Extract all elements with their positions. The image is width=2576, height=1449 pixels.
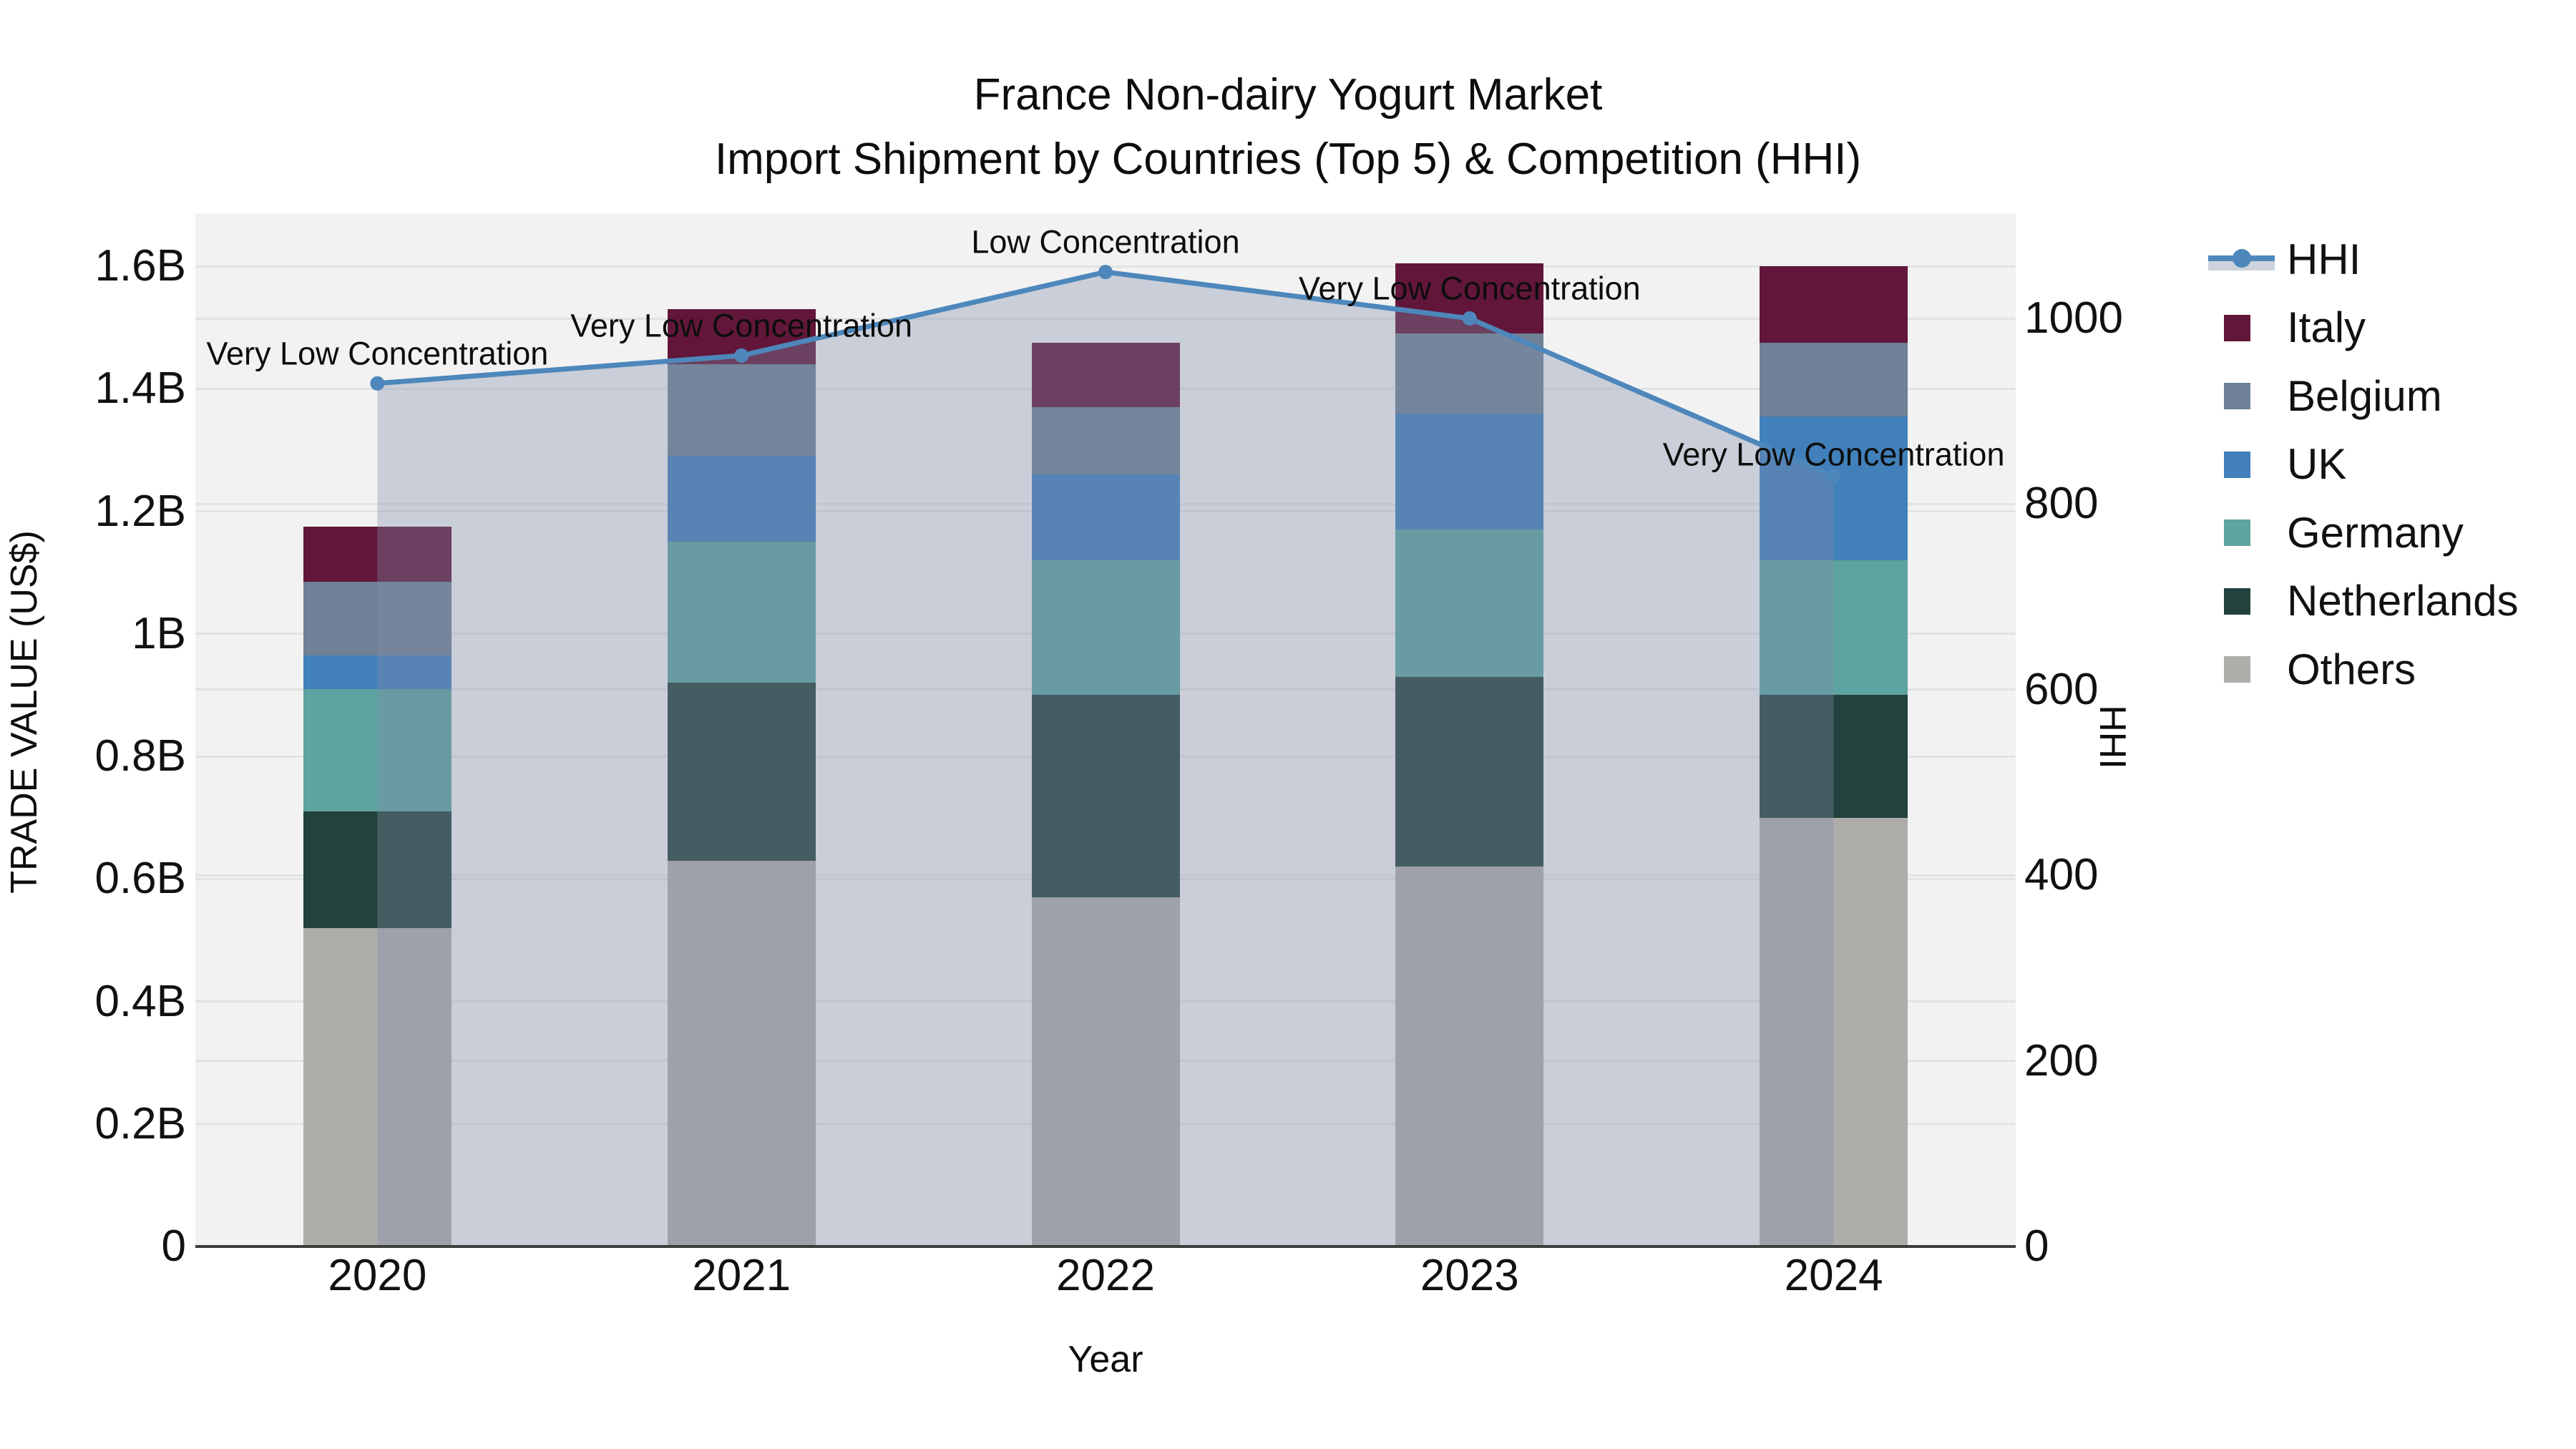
legend-color-swatch-italy — [2224, 314, 2250, 341]
bar-segment-others-2022[interactable] — [1031, 897, 1180, 1246]
annotation-2022: Low Concentration — [971, 223, 1240, 260]
chart-title-line2: Import Shipment by Countries (Top 5) & C… — [714, 135, 1862, 184]
bar-segment-netherlands-2024[interactable] — [1760, 695, 1908, 818]
legend-label-netherlands: Netherlands — [2287, 577, 2519, 625]
bar-segment-italy-2022[interactable] — [1031, 343, 1180, 407]
x-tick-2021: 2021 — [692, 1251, 791, 1300]
legend-label-uk: UK — [2287, 440, 2347, 488]
hhi-marker-2020[interactable] — [370, 376, 385, 391]
bar-segment-others-2023[interactable] — [1395, 867, 1544, 1246]
bar-segment-others-2021[interactable] — [667, 860, 816, 1246]
legend-color-swatch-uk — [2224, 451, 2250, 478]
bar-segment-uk-2023[interactable] — [1395, 413, 1544, 530]
hhi-marker-2022[interactable] — [1098, 265, 1113, 280]
legend-swatch-cell-belgium — [2208, 383, 2275, 409]
bar-segment-germany-2024[interactable] — [1760, 560, 1908, 696]
y-left-tick-1.4B: 1.4B — [94, 364, 186, 414]
bar-segment-others-2024[interactable] — [1760, 817, 1908, 1246]
legend-item-uk[interactable]: UK — [2208, 431, 2346, 499]
hhi-marker-2021[interactable] — [734, 348, 749, 363]
y-right-tick-200: 200 — [2024, 1035, 2099, 1085]
legend-swatch-cell-others — [2208, 656, 2275, 683]
hhi-line-swatch-icon — [2208, 245, 2275, 274]
x-axis-line — [195, 1245, 2016, 1248]
legend-swatch-cell-italy — [2208, 314, 2275, 341]
legend-color-swatch-netherlands — [2224, 587, 2250, 615]
hhi-marker-2023[interactable] — [1462, 311, 1477, 326]
bar-segment-belgium-2020[interactable] — [303, 581, 452, 655]
bar-segment-italy-2024[interactable] — [1760, 266, 1908, 343]
bar-segment-italy-2020[interactable] — [303, 526, 452, 582]
hhi-marker-2024[interactable] — [1826, 469, 1841, 484]
chart-title-line1: France Non-dairy Yogurt Market — [973, 70, 1603, 119]
y-left-tick-1.6B: 1.6B — [94, 241, 186, 291]
y-left-tick-0.8B: 0.8B — [94, 731, 186, 781]
legend-label-hhi: HHI — [2287, 235, 2361, 283]
bar-segment-netherlands-2023[interactable] — [1395, 676, 1544, 867]
y-left-tick-1.2B: 1.2B — [94, 486, 186, 536]
y-right-tick-600: 600 — [2024, 664, 2099, 714]
bar-segment-belgium-2021[interactable] — [667, 364, 816, 457]
bar-segment-uk-2022[interactable] — [1031, 474, 1180, 560]
hhi-area-fill — [377, 272, 1834, 1246]
legend-item-hhi[interactable]: HHI — [2208, 225, 2361, 293]
bar-segment-netherlands-2022[interactable] — [1031, 695, 1180, 897]
legend-swatch-cell-germany — [2208, 519, 2275, 546]
hhi-overlay — [370, 265, 1841, 1246]
annotation-2023: Very Low Concentration — [1298, 270, 1641, 307]
annotation-2021: Very Low Concentration — [570, 307, 913, 344]
bar-segment-netherlands-2021[interactable] — [667, 683, 816, 861]
y-left-axis-title: TRADE VALUE (US$) — [4, 530, 45, 894]
legend-item-others[interactable]: Others — [2208, 635, 2416, 703]
y-right-tick-400: 400 — [2024, 850, 2099, 900]
y-right-axis-title: HHI — [2092, 705, 2133, 769]
bar-segment-germany-2023[interactable] — [1395, 530, 1544, 677]
x-tick-2020: 2020 — [328, 1251, 427, 1300]
y-left-tick-0.4B: 0.4B — [94, 976, 186, 1026]
bar-segment-germany-2020[interactable] — [303, 688, 452, 812]
legend-swatch-cell-hhi — [2208, 245, 2275, 274]
y-right-tick-1000: 1000 — [2024, 293, 2123, 343]
y-left-tick-1B: 1B — [132, 608, 186, 658]
legend-swatch-cell-uk — [2208, 451, 2275, 478]
bar-segment-uk-2024[interactable] — [1760, 416, 1908, 560]
x-tick-2022: 2022 — [1056, 1251, 1155, 1300]
bar-segment-belgium-2022[interactable] — [1031, 406, 1180, 475]
bar-segment-netherlands-2020[interactable] — [303, 811, 452, 928]
legend-label-italy: Italy — [2287, 303, 2366, 351]
y-right-tick-0: 0 — [2024, 1221, 2049, 1271]
annotation-2024: Very Low Concentration — [1662, 436, 2005, 473]
gridline-right-1000 — [195, 317, 2016, 320]
y-right-tick-800: 800 — [2024, 479, 2099, 529]
legend-item-netherlands[interactable]: Netherlands — [2208, 567, 2519, 635]
hhi-marker-swatch — [2232, 248, 2251, 268]
legend-item-belgium[interactable]: Belgium — [2208, 362, 2442, 430]
x-axis-title: Year — [1068, 1339, 1143, 1380]
legend-color-swatch-others — [2224, 656, 2250, 683]
legend-swatch-cell-netherlands — [2208, 587, 2275, 615]
legend-color-swatch-germany — [2224, 519, 2250, 546]
legend-label-germany: Germany — [2287, 508, 2464, 557]
chart-title: France Non-dairy Yogurt Market Import Sh… — [0, 63, 2576, 192]
bar-segment-others-2020[interactable] — [303, 927, 452, 1246]
bar-segment-belgium-2023[interactable] — [1395, 333, 1544, 414]
legend-item-italy[interactable]: Italy — [2208, 294, 2366, 362]
bar-segment-uk-2021[interactable] — [667, 456, 816, 542]
y-left-tick-0.2B: 0.2B — [94, 1098, 186, 1148]
legend-item-germany[interactable]: Germany — [2208, 499, 2464, 567]
x-tick-2024: 2024 — [1784, 1251, 1883, 1300]
bar-segment-uk-2020[interactable] — [303, 655, 452, 689]
x-tick-2023: 2023 — [1420, 1251, 1519, 1300]
legend-label-belgium: Belgium — [2287, 371, 2442, 420]
legend-color-swatch-belgium — [2224, 383, 2250, 409]
annotation-2020: Very Low Concentration — [206, 335, 549, 372]
legend-label-others: Others — [2287, 645, 2416, 693]
bar-segment-germany-2022[interactable] — [1031, 560, 1180, 696]
bar-segment-belgium-2024[interactable] — [1760, 343, 1908, 416]
bar-segment-germany-2021[interactable] — [667, 542, 816, 683]
y-left-tick-0.6B: 0.6B — [94, 854, 186, 904]
y-left-tick-0: 0 — [161, 1221, 186, 1271]
